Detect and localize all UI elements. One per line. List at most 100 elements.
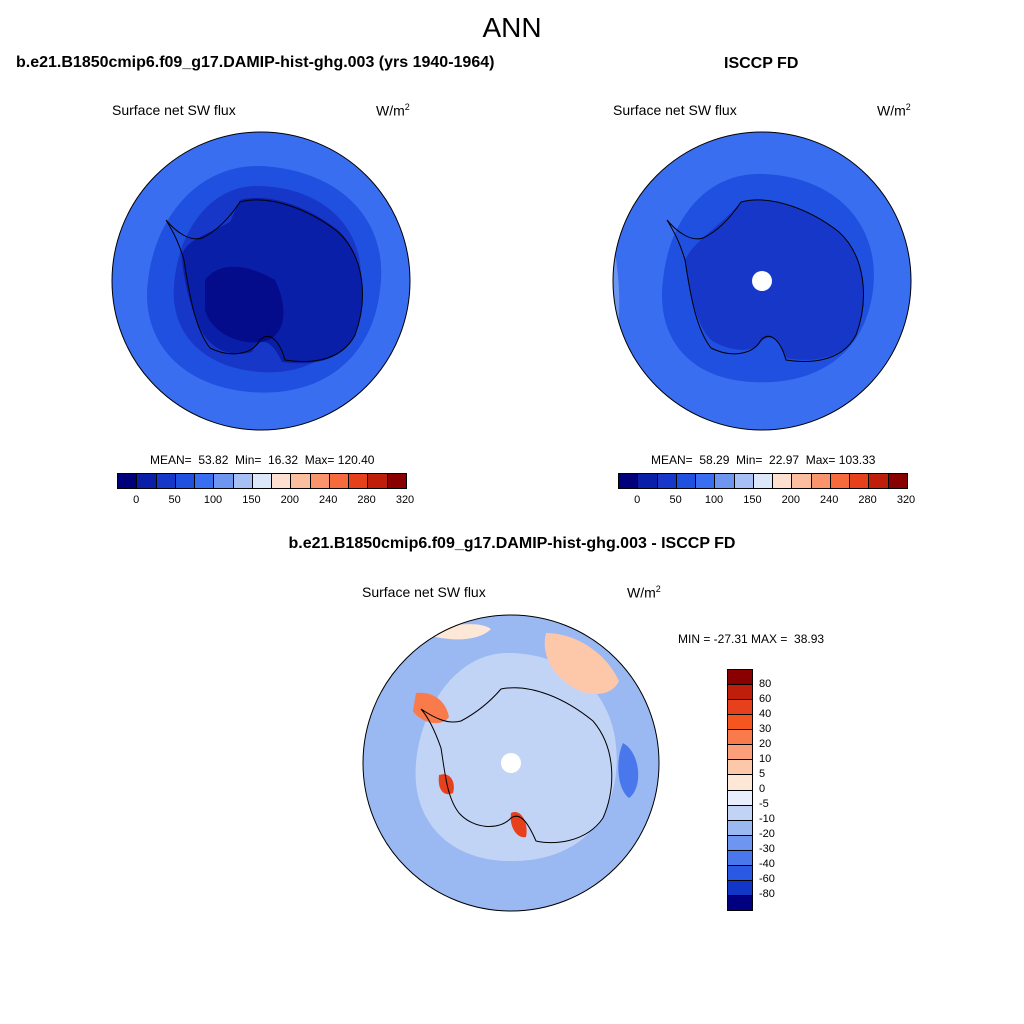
diff-colorbar-tick-label: 30 xyxy=(759,723,772,735)
diff-stats: MIN = -27.31 MAX = 38.93 xyxy=(678,632,825,646)
model-colorbar-swatch xyxy=(387,474,406,488)
obs-map-border xyxy=(612,131,912,431)
obs-colorbar-swatch xyxy=(888,474,907,488)
main-title: ANN xyxy=(482,12,542,43)
obs-colorbar-swatch xyxy=(657,474,677,488)
obs-colorbar-swatch xyxy=(638,474,658,488)
model-colorbar-tick-label: 280 xyxy=(357,494,376,506)
obs-colorbar-swatch xyxy=(811,474,831,488)
obs-colorbar-swatch xyxy=(676,474,697,488)
diff-colorbar-swatch xyxy=(728,685,752,701)
diff-variable-label: Surface net SW flux xyxy=(362,584,486,600)
diff-colorbar-swatch xyxy=(728,880,752,896)
diff-colorbar-tick-label: 40 xyxy=(759,708,772,720)
model-colorbar-tick-label: 150 xyxy=(242,494,261,506)
diff-map-warm-patch-w xyxy=(413,692,449,724)
diff-colorbar xyxy=(727,669,753,911)
obs-colorbar-tick-label: 280 xyxy=(858,494,877,506)
model-colorbar-swatch xyxy=(252,474,273,488)
obs-colorbar-tick-label: 200 xyxy=(781,494,800,506)
model-map-coastline xyxy=(165,199,363,362)
model-colorbar-swatch xyxy=(291,474,311,488)
model-colorbar-swatch xyxy=(272,474,292,488)
obs-stats: MEAN= 58.29 Min= 22.97 Max= 103.33 xyxy=(651,453,876,467)
model-colorbar-tick-label: 0 xyxy=(133,494,140,506)
model-colorbar-tick-label: 320 xyxy=(395,494,415,506)
diff-map-antarctica-fill xyxy=(441,687,612,843)
model-colorbar-tick-label: 50 xyxy=(168,494,181,506)
diff-colorbar-tick-label: 20 xyxy=(759,738,772,750)
model-colorbar xyxy=(117,473,407,489)
model-polar-map xyxy=(111,131,411,431)
obs-map-antarctica-fill xyxy=(685,199,864,360)
diff-units-label: W/m2 xyxy=(627,584,661,601)
diff-colorbar-tick-label: 5 xyxy=(759,768,766,780)
obs-units-label: W/m2 xyxy=(877,102,911,119)
model-colorbar-swatch xyxy=(214,474,234,488)
diff-colorbar-swatch xyxy=(728,760,752,776)
diff-colorbar-swatch xyxy=(728,730,752,746)
model-colorbar-swatch xyxy=(329,474,350,488)
obs-colorbar-swatch xyxy=(715,474,735,488)
obs-colorbar-swatch xyxy=(850,474,870,488)
model-colorbar-tick-label: 200 xyxy=(280,494,299,506)
obs-colorbar-tick-label: 50 xyxy=(669,494,682,506)
diff-colorbar-swatch xyxy=(728,865,752,881)
obs-colorbar-tick-label: 320 xyxy=(896,494,916,506)
obs-colorbar-ticks: 0 50 100 150 200 240 280 320 xyxy=(618,494,915,508)
obs-map-pole-hole xyxy=(752,271,772,291)
diff-polar-map xyxy=(362,614,660,912)
diff-colorbar-tick-label: -30 xyxy=(759,843,775,855)
diff-colorbar-tick-label: -40 xyxy=(759,858,775,870)
diff-colorbar-swatch xyxy=(728,700,752,716)
diff-colorbar-tick-label: -10 xyxy=(759,813,775,825)
diff-panel-title: b.e21.B1850cmip6.f09_g17.DAMIP-hist-ghg.… xyxy=(288,535,736,552)
obs-panel-title: ISCCP FD xyxy=(724,55,799,72)
diff-colorbar-tick-label: -20 xyxy=(759,828,775,840)
diff-colorbar-swatch xyxy=(728,850,752,866)
diff-map-pole-hole xyxy=(501,753,521,773)
diff-colorbar-tick-label: -5 xyxy=(759,798,769,810)
obs-colorbar-swatch xyxy=(696,474,716,488)
obs-colorbar-swatch xyxy=(619,474,639,488)
diff-colorbar-tick-label: 60 xyxy=(759,693,772,705)
obs-colorbar-swatch xyxy=(869,474,889,488)
model-colorbar-swatch xyxy=(349,474,369,488)
diff-map-warm-patch-ne xyxy=(544,633,619,695)
obs-colorbar xyxy=(618,473,908,489)
diff-colorbar-swatch xyxy=(728,775,752,791)
model-colorbar-swatch xyxy=(195,474,215,488)
model-stats: MEAN= 53.82 Min= 16.32 Max= 120.40 xyxy=(150,453,375,467)
model-colorbar-swatch xyxy=(233,474,253,488)
diff-colorbar-swatch xyxy=(728,895,752,910)
obs-colorbar-tick-label: 150 xyxy=(743,494,762,506)
model-colorbar-swatch xyxy=(310,474,330,488)
diff-colorbar-swatch xyxy=(728,820,752,836)
diff-colorbar-tick-label: -60 xyxy=(759,873,775,885)
obs-colorbar-swatch xyxy=(773,474,793,488)
obs-colorbar-tick-label: 240 xyxy=(820,494,839,506)
model-colorbar-swatch xyxy=(175,474,196,488)
model-map-border xyxy=(111,131,411,431)
obs-polar-map xyxy=(612,131,912,431)
obs-colorbar-tick-label: 100 xyxy=(704,494,724,506)
obs-variable-label: Surface net SW flux xyxy=(613,102,737,118)
model-variable-label: Surface net SW flux xyxy=(112,102,236,118)
diff-colorbar-tick-label: -80 xyxy=(759,888,775,900)
obs-colorbar-swatch xyxy=(753,474,774,488)
diff-colorbar-tick-label: 10 xyxy=(759,753,772,765)
diff-colorbar-swatch xyxy=(728,745,752,761)
model-map-interior-low xyxy=(205,266,284,343)
diff-map-warm-patch-sw xyxy=(438,774,454,795)
obs-colorbar-swatch xyxy=(830,474,851,488)
model-colorbar-swatch xyxy=(137,474,157,488)
model-colorbar-tick-label: 240 xyxy=(319,494,338,506)
diff-colorbar-ticks: 80 60 40 30 20 10 5 0 -5 -10 -20 -30 -40 -60 -80 xyxy=(759,669,799,909)
diff-colorbar-swatch xyxy=(728,715,752,731)
diff-colorbar-swatch xyxy=(728,805,752,821)
diff-colorbar-swatch xyxy=(728,790,752,806)
model-colorbar-tick-label: 100 xyxy=(203,494,223,506)
diff-map-border xyxy=(362,614,660,912)
model-colorbar-ticks: 0 50 100 150 200 240 280 320 xyxy=(117,494,414,508)
obs-colorbar-swatch xyxy=(734,474,754,488)
